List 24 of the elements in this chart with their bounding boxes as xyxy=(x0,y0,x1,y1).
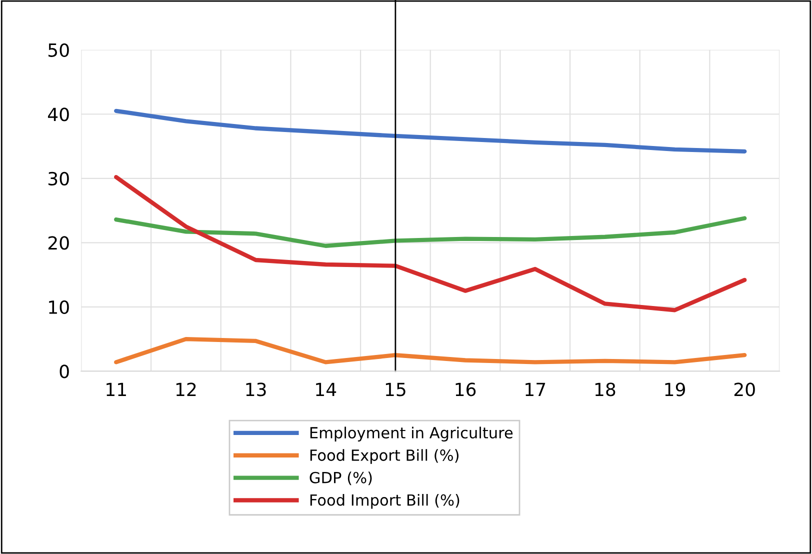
x-tick-label: 11 xyxy=(106,382,126,396)
x-tick-label: 12 xyxy=(176,382,196,396)
legend-label: Employment in Agriculture xyxy=(310,426,513,442)
y-tick-label: 0 xyxy=(60,364,69,378)
x-tick-label: 14 xyxy=(316,382,336,396)
x-tick-label: 19 xyxy=(665,382,685,396)
x-tick-label: 17 xyxy=(526,382,546,396)
line-series xyxy=(114,108,747,154)
y-tick-label: 30 xyxy=(48,172,69,186)
x-tick-label: 16 xyxy=(456,382,476,396)
legend-label: Food Export Bill (%) xyxy=(310,449,458,464)
line-series xyxy=(114,336,747,364)
legend-label: Food Import Bill (%) xyxy=(310,494,460,509)
y-tick-label: 50 xyxy=(48,43,69,57)
line-series xyxy=(114,175,747,312)
y-tick-label: 10 xyxy=(49,300,69,314)
x-tick-label: 20 xyxy=(734,382,755,396)
x-tick-label: 18 xyxy=(595,382,616,396)
legend-label: GDP (%) xyxy=(310,472,372,486)
line-series xyxy=(114,216,747,248)
y-tick-label: 20 xyxy=(48,236,69,250)
x-tick-label: 15 xyxy=(386,382,406,396)
y-tick-label: 40 xyxy=(48,108,69,122)
x-tick-label: 13 xyxy=(246,382,266,396)
